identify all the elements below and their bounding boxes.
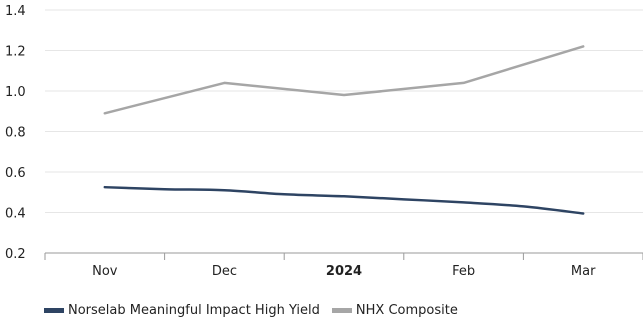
legend-item-series-1: Norselab Meaningful Impact High Yield [44,303,320,318]
legend-label-series-2: NHX Composite [355,303,458,318]
y-tick-label-3: 0.8 [5,126,26,141]
y-tick-label-5: 1.2 [5,45,26,60]
x-tick-label-4: Mar [571,264,596,279]
y-tick-label-1: 0.4 [5,207,26,222]
x-tick-label-0: Nov [92,264,118,279]
y-tick-label-2: 0.6 [5,166,26,181]
legend-item-series-2: NHX Composite [331,303,458,318]
y-tick-label-6: 1.4 [5,4,26,19]
x-tick-label-1: Dec [212,264,237,279]
series-line-2 [103,45,585,115]
legend-swatch-series-2 [331,308,352,313]
series-line-1 [103,185,585,215]
x-tick-label-3: Feb [452,264,475,279]
x-tick-label-2: 2024 [326,264,362,279]
legend-swatch-series-1 [44,308,64,313]
y-tick-label-0: 0.2 [5,247,26,262]
chart-plot: 0.2 0.4 0.6 0.8 1.0 1.2 1.4 Nov Dec 2024 Feb Mar [5,4,643,279]
legend-label-series-1: Norselab Meaningful Impact High Yield [68,303,320,318]
y-tick-label-4: 1.0 [5,85,26,100]
chart-legend: Norselab Meaningful Impact High Yield NH… [44,303,470,318]
